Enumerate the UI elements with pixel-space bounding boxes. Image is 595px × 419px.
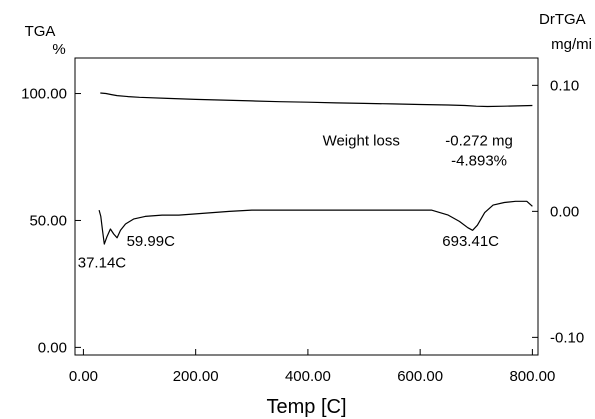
left-y-tick-label: 50.00	[29, 212, 67, 229]
annotation-loss-pct: -4.893%	[451, 153, 507, 170]
x-tick-label: 200.00	[173, 368, 219, 385]
drtga-series-line	[98, 200, 533, 245]
right-y-tick-label: -0.10	[550, 329, 584, 346]
right-axis-unit: mg/mi	[551, 36, 592, 53]
tga-series-line	[100, 92, 533, 108]
annotation-peak-1: 37.14C	[78, 254, 127, 271]
x-axis-title: Temp [C]	[266, 396, 346, 418]
annotation-loss-mg: -0.272 mg	[445, 133, 513, 150]
right-axis-title: DrTGA	[539, 11, 586, 28]
annotation-peak-3: 693.41C	[442, 233, 499, 250]
left-axis-unit: %	[52, 41, 65, 58]
x-tick-label: 400.00	[285, 368, 331, 385]
annotation-weight-loss: Weight loss	[323, 133, 400, 150]
x-tick-label: 0.00	[69, 368, 98, 385]
annotation-peak-2: 59.99C	[127, 233, 176, 250]
x-tick-label: 600.00	[397, 368, 443, 385]
left-axis-title: TGA	[25, 23, 56, 40]
right-y-tick-label: 0.10	[550, 77, 579, 94]
plot-frame	[74, 57, 539, 356]
right-y-tick-label: 0.00	[550, 203, 579, 220]
left-y-tick-label: 100.00	[21, 86, 67, 103]
x-tick-label: 800.00	[509, 368, 555, 385]
left-y-tick-label: 0.00	[38, 339, 67, 356]
